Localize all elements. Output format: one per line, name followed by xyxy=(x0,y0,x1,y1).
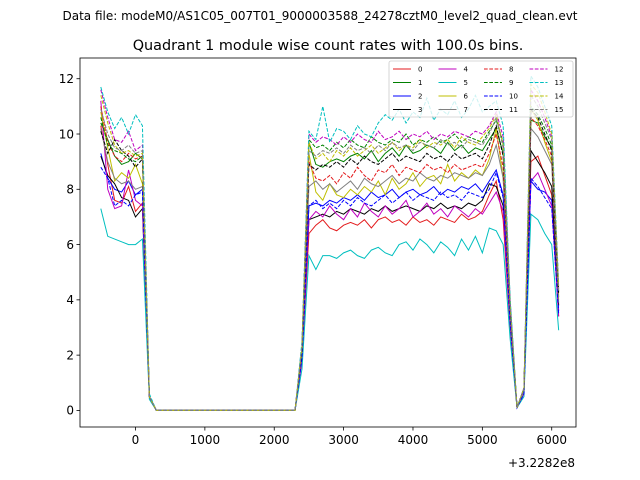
x-tick-label: 0 xyxy=(132,433,140,447)
legend-label-2: 2 xyxy=(418,93,422,101)
series-line-7 xyxy=(100,127,560,411)
y-tick-label: 12 xyxy=(59,72,74,86)
series-line-15 xyxy=(100,93,560,411)
y-tick-label: 10 xyxy=(59,127,74,141)
legend-label-12: 12 xyxy=(555,66,564,74)
legend-label-6: 6 xyxy=(464,93,469,101)
y-tick-label: 8 xyxy=(66,183,74,197)
y-axis-ticks: 0 2 4 6 8 10 12 xyxy=(59,72,80,418)
chart-title: Quadrant 1 module wise count rates with … xyxy=(133,38,524,54)
plot-lines xyxy=(100,74,560,411)
legend-label-0: 0 xyxy=(418,66,422,74)
axes-frame xyxy=(79,57,577,428)
series-line-5 xyxy=(100,208,560,411)
x-tick-label: 1000 xyxy=(190,433,221,447)
legend-label-11: 11 xyxy=(509,106,518,114)
series-line-0 xyxy=(100,125,560,411)
legend-label-4: 4 xyxy=(464,66,469,74)
legend-label-13: 13 xyxy=(555,79,564,87)
y-tick-label: 0 xyxy=(66,404,74,418)
legend-label-15: 15 xyxy=(555,106,564,114)
x-tick-label: 4000 xyxy=(398,433,429,447)
x-tick-label: 5000 xyxy=(467,433,498,447)
x-tick-label: 2000 xyxy=(259,433,290,447)
x-axis-ticks: 0 1000 2000 3000 4000 5000 6000 xyxy=(132,427,567,447)
legend-label-10: 10 xyxy=(509,93,518,101)
legend-box xyxy=(388,60,574,118)
legend-label-3: 3 xyxy=(418,106,422,114)
x-tick-label: 6000 xyxy=(536,433,567,447)
legend-label-7: 7 xyxy=(464,106,468,114)
suptitle: Data file: modeM0/AS1C05_007T01_90000035… xyxy=(62,9,577,23)
series-line-2 xyxy=(100,153,560,411)
legend-label-5: 5 xyxy=(464,79,468,87)
legend-label-9: 9 xyxy=(509,79,513,87)
series-line-10 xyxy=(100,166,560,411)
legend-label-8: 8 xyxy=(509,66,513,74)
x-tick-label: 3000 xyxy=(328,433,359,447)
series-line-3 xyxy=(100,148,560,411)
y-tick-label: 6 xyxy=(66,238,74,252)
series-line-6 xyxy=(100,107,560,411)
x-axis-offset-label: +3.2282e8 xyxy=(508,456,575,470)
legend-label-14: 14 xyxy=(555,93,564,101)
legend-label-1: 1 xyxy=(418,79,422,87)
y-tick-label: 4 xyxy=(66,293,74,307)
series-line-8 xyxy=(100,106,560,411)
y-tick-label: 2 xyxy=(66,348,74,362)
